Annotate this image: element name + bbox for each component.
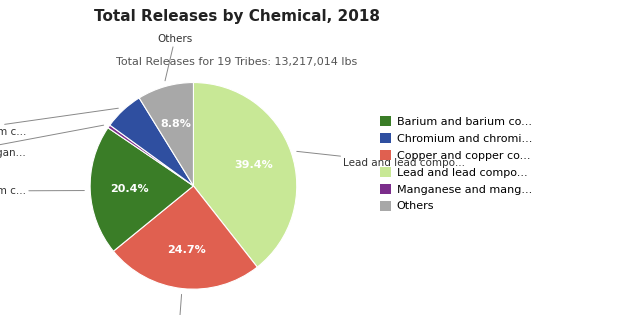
Legend: Barium and barium co..., Chromium and chromi..., Copper and copper co..., Lead a: Barium and barium co..., Chromium and ch…	[380, 116, 532, 211]
Text: Lead and lead compo...: Lead and lead compo...	[297, 152, 466, 168]
Text: 20.4%: 20.4%	[110, 184, 149, 194]
Text: Total Releases by Chemical, 2018: Total Releases by Chemical, 2018	[94, 9, 380, 25]
Wedge shape	[110, 98, 193, 186]
Wedge shape	[114, 186, 257, 289]
Text: Copper and copper compounds: Copper and copper compounds	[96, 295, 260, 315]
Text: Others: Others	[157, 34, 192, 81]
Wedge shape	[139, 83, 193, 186]
Text: Manganese and mangan...: Manganese and mangan...	[0, 125, 104, 158]
Wedge shape	[108, 125, 193, 186]
Wedge shape	[193, 83, 297, 267]
Text: 24.7%: 24.7%	[167, 244, 206, 255]
Text: 39.4%: 39.4%	[235, 160, 273, 170]
Text: Total Releases for 19 Tribes: 13,217,014 lbs: Total Releases for 19 Tribes: 13,217,014…	[117, 57, 358, 67]
Text: Chromium and chromium c...: Chromium and chromium c...	[0, 108, 119, 137]
Text: Barium and barium c...: Barium and barium c...	[0, 186, 84, 196]
Text: 8.8%: 8.8%	[160, 119, 192, 129]
Wedge shape	[90, 128, 193, 251]
